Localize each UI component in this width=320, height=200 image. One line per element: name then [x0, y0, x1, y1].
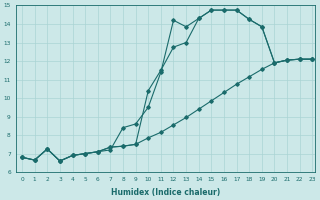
X-axis label: Humidex (Indice chaleur): Humidex (Indice chaleur) [111, 188, 220, 197]
